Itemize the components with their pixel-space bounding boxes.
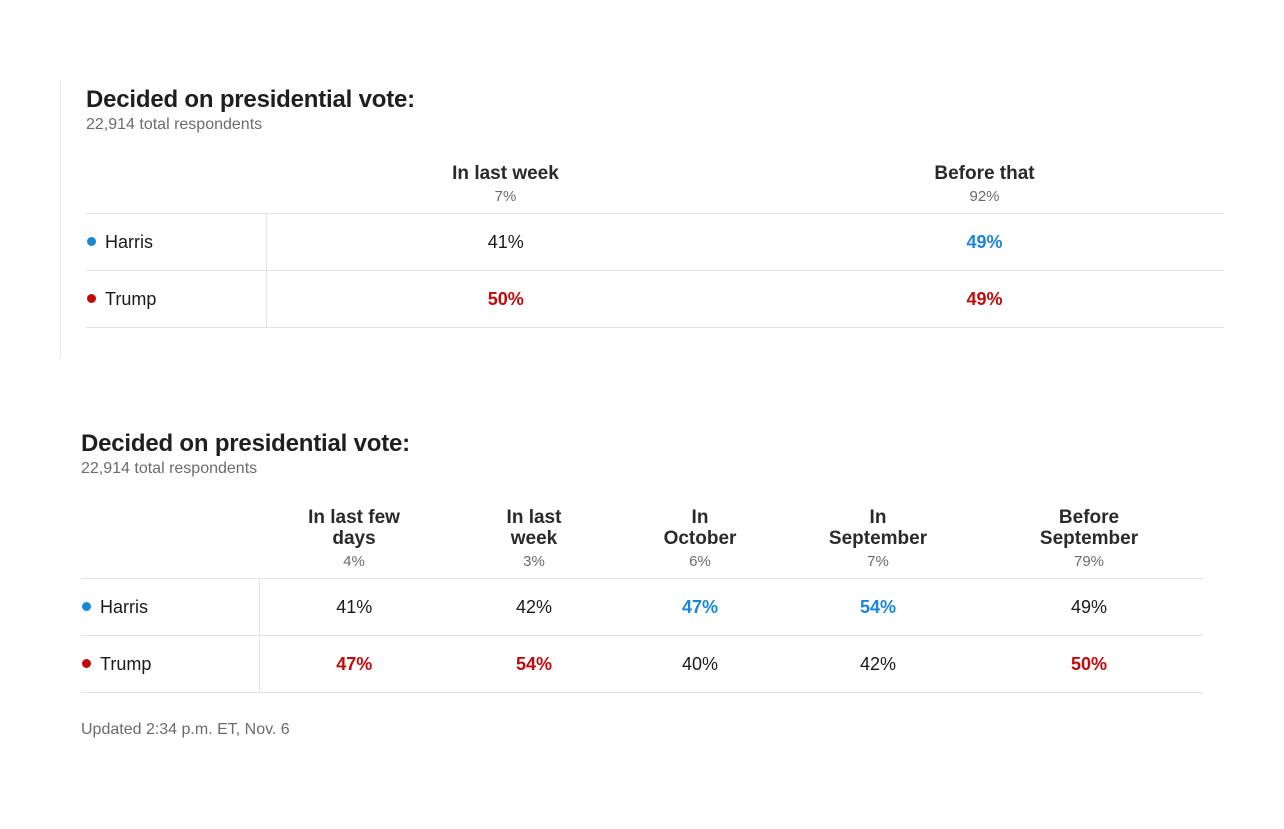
updated-timestamp: Updated 2:34 p.m. ET, Nov. 6 (81, 721, 290, 738)
value-cell: 41% (259, 578, 449, 636)
poll-title: Decided on presidential vote: (86, 86, 415, 113)
table-row: Harris 41% 42% 47% 54% 49% (81, 578, 1203, 636)
column-label-line: In (691, 507, 709, 528)
value-cell: 50% (266, 270, 745, 328)
column-label-line: week (510, 528, 558, 549)
value-cell: 50% (975, 635, 1203, 693)
candidate-name: Harris (100, 597, 148, 617)
column-share: 7% (867, 553, 889, 570)
results-table: In last week 7% Before that 92% Harris 4… (86, 163, 1224, 328)
column-share: 6% (689, 553, 711, 570)
column-header: Before that 92% (745, 163, 1224, 214)
table-row: Trump 50% 49% (86, 270, 1224, 328)
harris-dot-icon (87, 237, 96, 246)
column-share: 92% (969, 188, 1000, 205)
value-cell: 54% (449, 635, 619, 693)
column-header: In last few days 4% (259, 507, 449, 579)
column-share: 79% (1073, 553, 1105, 570)
table-row: Harris 41% 49% (86, 213, 1224, 271)
value-cell: 54% (781, 578, 975, 636)
candidate-cell: Trump (86, 270, 267, 328)
candidate-name: Harris (105, 232, 153, 252)
column-share: 7% (494, 188, 517, 205)
candidate-name: Trump (100, 654, 152, 674)
column-header: In last week 3% (449, 507, 619, 579)
column-label-line: October (663, 528, 737, 549)
column-label-line: September (1039, 528, 1139, 549)
header-empty (81, 507, 259, 579)
value-cell: 42% (449, 578, 619, 636)
poll-table-1: Decided on presidential vote: 22,914 tot… (86, 86, 1224, 328)
poll-title: Decided on presidential vote: (81, 430, 410, 457)
column-header: In last week 7% (266, 163, 745, 214)
column-label-line: In last (506, 507, 562, 528)
poll-subtitle: 22,914 total respondents (86, 116, 263, 133)
candidate-name: Trump (105, 289, 157, 309)
value-cell: 47% (619, 578, 781, 636)
column-header: In September 7% (781, 507, 975, 579)
value-cell: 40% (619, 635, 781, 693)
column-label-line: days (332, 528, 376, 549)
column-label-line: In last few (308, 507, 400, 528)
poll-subtitle: 22,914 total respondents (81, 460, 258, 477)
column-label: Before that (934, 163, 1035, 184)
value-cell: 42% (781, 635, 975, 693)
candidate-cell: Harris (86, 213, 267, 271)
column-label-line: Before (1058, 507, 1120, 528)
candidate-cell: Harris (81, 578, 260, 636)
column-label-line: September (828, 528, 928, 549)
column-header: Before September 79% (975, 507, 1203, 579)
header-row: In last few days 4% In last week 3% In O… (81, 507, 1203, 579)
header-empty (86, 163, 266, 214)
column-share: 4% (343, 553, 365, 570)
candidate-cell: Trump (81, 635, 260, 693)
value-cell: 49% (975, 578, 1203, 636)
column-label-line: In (869, 507, 887, 528)
section-divider (60, 80, 61, 358)
results-table: In last few days 4% In last week 3% In O… (81, 507, 1203, 693)
value-cell: 41% (266, 213, 745, 271)
trump-dot-icon (87, 294, 96, 303)
trump-dot-icon (82, 659, 91, 668)
table-row: Trump 47% 54% 40% 42% 50% (81, 635, 1203, 693)
harris-dot-icon (82, 602, 91, 611)
value-cell: 49% (745, 270, 1224, 328)
value-cell: 47% (259, 635, 449, 693)
header-row: In last week 7% Before that 92% (86, 163, 1224, 214)
column-label: In last week (452, 163, 559, 184)
column-header: In October 6% (619, 507, 781, 579)
column-share: 3% (523, 553, 545, 570)
poll-table-2: Decided on presidential vote: 22,914 tot… (81, 430, 1203, 693)
value-cell: 49% (745, 213, 1224, 271)
